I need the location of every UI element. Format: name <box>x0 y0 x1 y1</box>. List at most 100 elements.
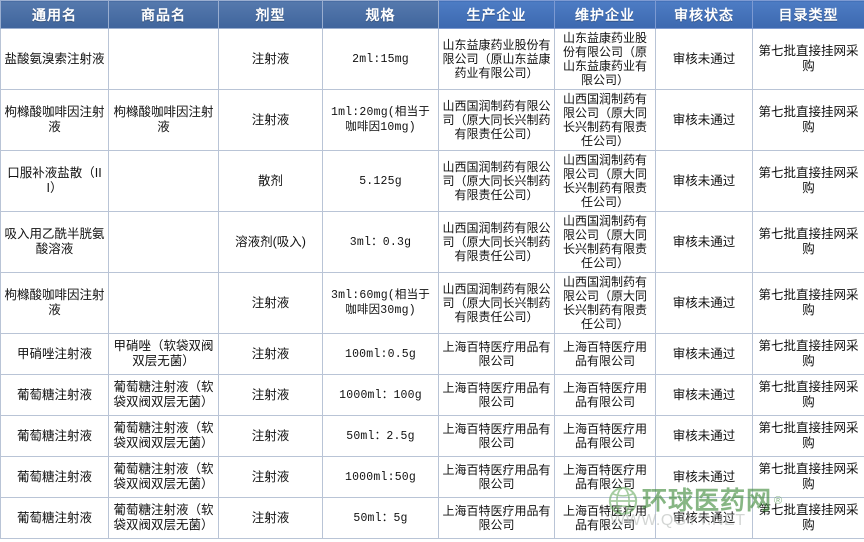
cell-catalog: 第七批直接挂网采购 <box>752 333 864 375</box>
cell-status: 审核未通过 <box>655 211 753 273</box>
cell-trade <box>108 28 219 90</box>
column-header-catalog-type[interactable]: 目录类型 <box>752 0 864 29</box>
table-row[interactable]: 甲硝唑注射液 甲硝唑（软袋双阀双层无菌） 注射液 100ml:0.5g 上海百特医疗用品… <box>0 333 864 375</box>
cell-status: 审核未通过 <box>655 272 753 334</box>
column-header-producer[interactable]: 生产企业 <box>438 0 555 29</box>
column-header-trade-name[interactable]: 商品名 <box>108 0 219 29</box>
cell-catalog: 第七批直接挂网采购 <box>752 28 864 90</box>
cell-generic: 葡萄糖注射液 <box>0 415 109 457</box>
cell-spec: 1000ml：100g <box>322 374 439 416</box>
cell-spec: 50ml：2.5g <box>322 415 439 457</box>
cell-catalog: 第七批直接挂网采购 <box>752 150 864 212</box>
cell-generic: 盐酸氨溴索注射液 <box>0 28 109 90</box>
table-row[interactable]: 吸入用乙酰半胱氨酸溶液 溶液剂(吸入) 3ml：0.3g 山西国润制药有限公司（原大同… <box>0 211 864 273</box>
cell-producer: 山西国润制药有限公司（原大同长兴制药有限责任公司） <box>438 211 555 273</box>
cell-producer: 山西国润制药有限公司（原大同长兴制药有限责任公司） <box>438 150 555 212</box>
cell-generic: 枸橼酸咖啡因注射液 <box>0 272 109 334</box>
cell-generic: 吸入用乙酰半胱氨酸溶液 <box>0 211 109 273</box>
cell-trade <box>108 150 219 212</box>
cell-status: 审核未通过 <box>655 89 753 151</box>
cell-catalog: 第七批直接挂网采购 <box>752 272 864 334</box>
column-header-review-status[interactable]: 审核状态 <box>655 0 753 29</box>
cell-spec: 5.125g <box>322 150 439 212</box>
cell-spec: 100ml:0.5g <box>322 333 439 375</box>
table-row[interactable]: 口服补液盐散（III） 散剂 5.125g 山西国润制药有限公司（原大同长兴制药有限责… <box>0 150 864 212</box>
cell-maintainer: 上海百特医疗用品有限公司 <box>554 333 656 375</box>
cell-spec: 50ml：5g <box>322 497 439 539</box>
cell-spec: 1ml:20mg(相当于咖啡因10mg) <box>322 89 439 151</box>
column-header-specification[interactable]: 规格 <box>322 0 439 29</box>
cell-dosage: 注射液 <box>218 333 323 375</box>
cell-status: 审核未通过 <box>655 497 753 539</box>
cell-maintainer: 山西国润制药有限公司（原大同长兴制药有限责任公司） <box>554 89 656 151</box>
cell-spec: 1000ml:50g <box>322 456 439 498</box>
cell-maintainer: 上海百特医疗用品有限公司 <box>554 456 656 498</box>
cell-catalog: 第七批直接挂网采购 <box>752 456 864 498</box>
cell-catalog: 第七批直接挂网采购 <box>752 497 864 539</box>
cell-trade: 葡萄糖注射液（软袋双阀双层无菌） <box>108 374 219 416</box>
cell-producer: 上海百特医疗用品有限公司 <box>438 415 555 457</box>
cell-trade <box>108 211 219 273</box>
table-body: 盐酸氨溴索注射液 注射液 2ml:15mg 山东益康药业股份有限公司（原山东益康药业有… <box>0 28 864 539</box>
cell-generic: 葡萄糖注射液 <box>0 456 109 498</box>
cell-generic: 枸橼酸咖啡因注射液 <box>0 89 109 151</box>
cell-dosage: 注射液 <box>218 456 323 498</box>
cell-catalog: 第七批直接挂网采购 <box>752 415 864 457</box>
cell-trade: 葡萄糖注射液（软袋双阀双层无菌） <box>108 456 219 498</box>
cell-spec: 2ml:15mg <box>322 28 439 90</box>
cell-producer: 山西国润制药有限公司（原大同长兴制药有限责任公司） <box>438 272 555 334</box>
cell-trade: 枸橼酸咖啡因注射液 <box>108 89 219 151</box>
column-header-generic-name[interactable]: 通用名 <box>0 0 109 29</box>
cell-spec: 3ml：0.3g <box>322 211 439 273</box>
cell-maintainer: 上海百特医疗用品有限公司 <box>554 415 656 457</box>
table-row[interactable]: 葡萄糖注射液 葡萄糖注射液（软袋双阀双层无菌） 注射液 50ml：2.5g 上海百特医疗… <box>0 415 864 457</box>
cell-trade <box>108 272 219 334</box>
cell-maintainer: 山西国润制药有限公司（原大同长兴制药有限责任公司） <box>554 272 656 334</box>
cell-trade: 葡萄糖注射液（软袋双阀双层无菌） <box>108 415 219 457</box>
cell-producer: 上海百特医疗用品有限公司 <box>438 333 555 375</box>
column-header-dosage-form[interactable]: 剂型 <box>218 0 323 29</box>
cell-trade: 葡萄糖注射液（软袋双阀双层无菌） <box>108 497 219 539</box>
cell-dosage: 散剂 <box>218 150 323 212</box>
cell-status: 审核未通过 <box>655 415 753 457</box>
cell-generic: 甲硝唑注射液 <box>0 333 109 375</box>
cell-producer: 山东益康药业股份有限公司（原山东益康药业有限公司） <box>438 28 555 90</box>
cell-maintainer: 上海百特医疗用品有限公司 <box>554 497 656 539</box>
cell-dosage: 注射液 <box>218 374 323 416</box>
cell-maintainer: 上海百特医疗用品有限公司 <box>554 374 656 416</box>
table-row[interactable]: 枸橼酸咖啡因注射液 注射液 3ml:60mg(相当于咖啡因30mg) 山西国润制药有限… <box>0 272 864 334</box>
cell-status: 审核未通过 <box>655 374 753 416</box>
cell-status: 审核未通过 <box>655 333 753 375</box>
cell-catalog: 第七批直接挂网采购 <box>752 374 864 416</box>
cell-producer: 山西国润制药有限公司（原大同长兴制药有限责任公司） <box>438 89 555 151</box>
table-row[interactable]: 葡萄糖注射液 葡萄糖注射液（软袋双阀双层无菌） 注射液 1000ml:50g 上海百特医… <box>0 456 864 498</box>
table-header: 通用名 商品名 剂型 规格 生产企业 维护企业 审核状态 目录类型 <box>0 0 864 29</box>
table-row[interactable]: 葡萄糖注射液 葡萄糖注射液（软袋双阀双层无菌） 注射液 50ml：5g 上海百特医疗用品… <box>0 497 864 539</box>
cell-generic: 葡萄糖注射液 <box>0 374 109 416</box>
cell-maintainer: 山东益康药业股份有限公司（原山东益康药业有限公司） <box>554 28 656 90</box>
cell-dosage: 注射液 <box>218 497 323 539</box>
cell-maintainer: 山西国润制药有限公司（原大同长兴制药有限责任公司） <box>554 211 656 273</box>
table-row[interactable]: 盐酸氨溴索注射液 注射液 2ml:15mg 山东益康药业股份有限公司（原山东益康药业有… <box>0 28 864 90</box>
cell-trade: 甲硝唑（软袋双阀双层无菌） <box>108 333 219 375</box>
cell-status: 审核未通过 <box>655 456 753 498</box>
cell-producer: 上海百特医疗用品有限公司 <box>438 374 555 416</box>
header-row: 通用名 商品名 剂型 规格 生产企业 维护企业 审核状态 目录类型 <box>0 0 864 29</box>
cell-catalog: 第七批直接挂网采购 <box>752 211 864 273</box>
cell-generic: 口服补液盐散（III） <box>0 150 109 212</box>
cell-dosage: 注射液 <box>218 415 323 457</box>
table-row[interactable]: 枸橼酸咖啡因注射液 枸橼酸咖啡因注射液 注射液 1ml:20mg(相当于咖啡因10mg… <box>0 89 864 151</box>
cell-dosage: 溶液剂(吸入) <box>218 211 323 273</box>
column-header-maintainer[interactable]: 维护企业 <box>554 0 656 29</box>
cell-generic: 葡萄糖注射液 <box>0 497 109 539</box>
cell-dosage: 注射液 <box>218 28 323 90</box>
cell-producer: 上海百特医疗用品有限公司 <box>438 497 555 539</box>
table-row[interactable]: 葡萄糖注射液 葡萄糖注射液（软袋双阀双层无菌） 注射液 1000ml：100g 上海百特… <box>0 374 864 416</box>
cell-producer: 上海百特医疗用品有限公司 <box>438 456 555 498</box>
cell-spec: 3ml:60mg(相当于咖啡因30mg) <box>322 272 439 334</box>
cell-status: 审核未通过 <box>655 150 753 212</box>
cell-dosage: 注射液 <box>218 89 323 151</box>
cell-dosage: 注射液 <box>218 272 323 334</box>
